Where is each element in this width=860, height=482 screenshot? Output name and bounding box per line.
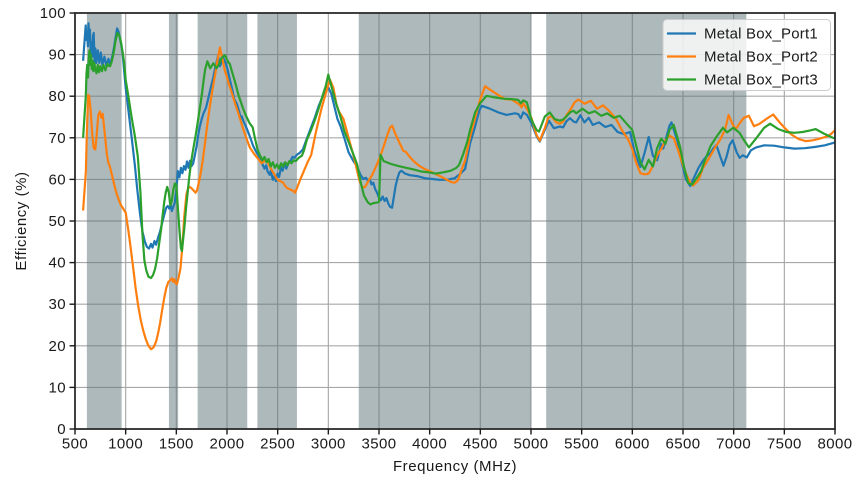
svg-text:3500: 3500 [362, 436, 397, 453]
svg-text:1000: 1000 [108, 436, 143, 453]
svg-text:60: 60 [49, 171, 67, 188]
svg-text:70: 70 [49, 130, 67, 147]
svg-text:20: 20 [49, 338, 67, 355]
svg-text:30: 30 [49, 296, 67, 313]
svg-text:5000: 5000 [514, 436, 549, 453]
svg-text:2000: 2000 [210, 436, 245, 453]
svg-text:8000: 8000 [818, 436, 853, 453]
svg-text:4500: 4500 [463, 436, 498, 453]
svg-text:2500: 2500 [260, 436, 295, 453]
svg-text:Metal Box_Port3: Metal Box_Port3 [704, 72, 818, 89]
svg-text:500: 500 [62, 436, 88, 453]
svg-text:6500: 6500 [666, 436, 701, 453]
svg-text:3000: 3000 [311, 436, 346, 453]
svg-text:Efficiency (%): Efficiency (%) [13, 171, 30, 270]
svg-text:80: 80 [49, 88, 67, 105]
svg-text:100: 100 [40, 5, 66, 22]
svg-text:90: 90 [49, 47, 67, 64]
svg-text:7500: 7500 [767, 436, 802, 453]
svg-text:50: 50 [49, 213, 67, 230]
svg-text:Metal Box_Port1: Metal Box_Port1 [704, 26, 818, 43]
svg-text:5500: 5500 [564, 436, 599, 453]
svg-text:Frequency (MHz): Frequency (MHz) [393, 458, 517, 475]
svg-text:40: 40 [49, 255, 67, 272]
svg-text:Metal Box_Port2: Metal Box_Port2 [704, 49, 818, 66]
svg-text:7000: 7000 [716, 436, 751, 453]
svg-text:4000: 4000 [412, 436, 447, 453]
svg-text:6000: 6000 [615, 436, 650, 453]
svg-text:0: 0 [57, 421, 66, 438]
svg-text:1500: 1500 [159, 436, 194, 453]
svg-text:10: 10 [49, 379, 67, 396]
